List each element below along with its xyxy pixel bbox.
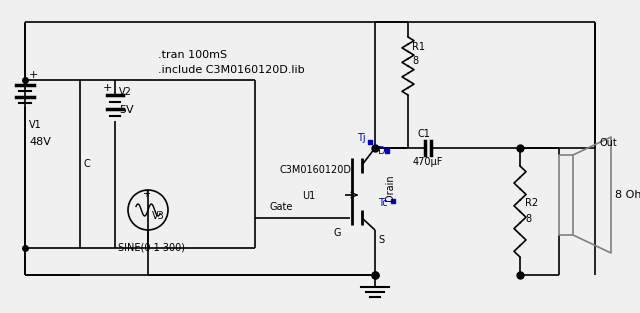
Text: R2: R2 bbox=[525, 198, 538, 208]
Text: D: D bbox=[378, 146, 386, 156]
Text: Out: Out bbox=[599, 138, 617, 148]
Text: 8 Ohm: 8 Ohm bbox=[615, 190, 640, 200]
Text: +: + bbox=[29, 70, 38, 80]
Text: U1: U1 bbox=[302, 191, 316, 201]
Text: C1: C1 bbox=[417, 129, 430, 139]
Bar bbox=[559, 155, 573, 235]
Text: G: G bbox=[334, 228, 342, 238]
Text: .tran 100mS: .tran 100mS bbox=[158, 50, 227, 60]
Text: V1: V1 bbox=[29, 120, 42, 130]
Text: 48V: 48V bbox=[29, 137, 51, 147]
Text: V3: V3 bbox=[152, 211, 164, 221]
Text: Gate: Gate bbox=[270, 202, 293, 212]
Text: SINE(0 1 300): SINE(0 1 300) bbox=[118, 243, 185, 253]
Text: +: + bbox=[103, 83, 113, 93]
Text: Tj: Tj bbox=[357, 133, 365, 143]
Text: 5V: 5V bbox=[119, 105, 134, 115]
Text: .include C3M0160120D.lib: .include C3M0160120D.lib bbox=[158, 65, 305, 75]
Text: Tc: Tc bbox=[378, 198, 388, 208]
Text: S: S bbox=[378, 235, 384, 245]
Text: 8: 8 bbox=[525, 214, 531, 224]
Text: +: + bbox=[142, 189, 150, 199]
Text: 8: 8 bbox=[412, 56, 418, 66]
Text: Drain: Drain bbox=[385, 175, 395, 201]
Text: R1: R1 bbox=[412, 42, 425, 52]
Text: V2: V2 bbox=[119, 87, 132, 97]
Text: 470μF: 470μF bbox=[413, 157, 444, 167]
Text: C3M0160120D: C3M0160120D bbox=[280, 165, 352, 175]
Text: C: C bbox=[83, 159, 90, 169]
